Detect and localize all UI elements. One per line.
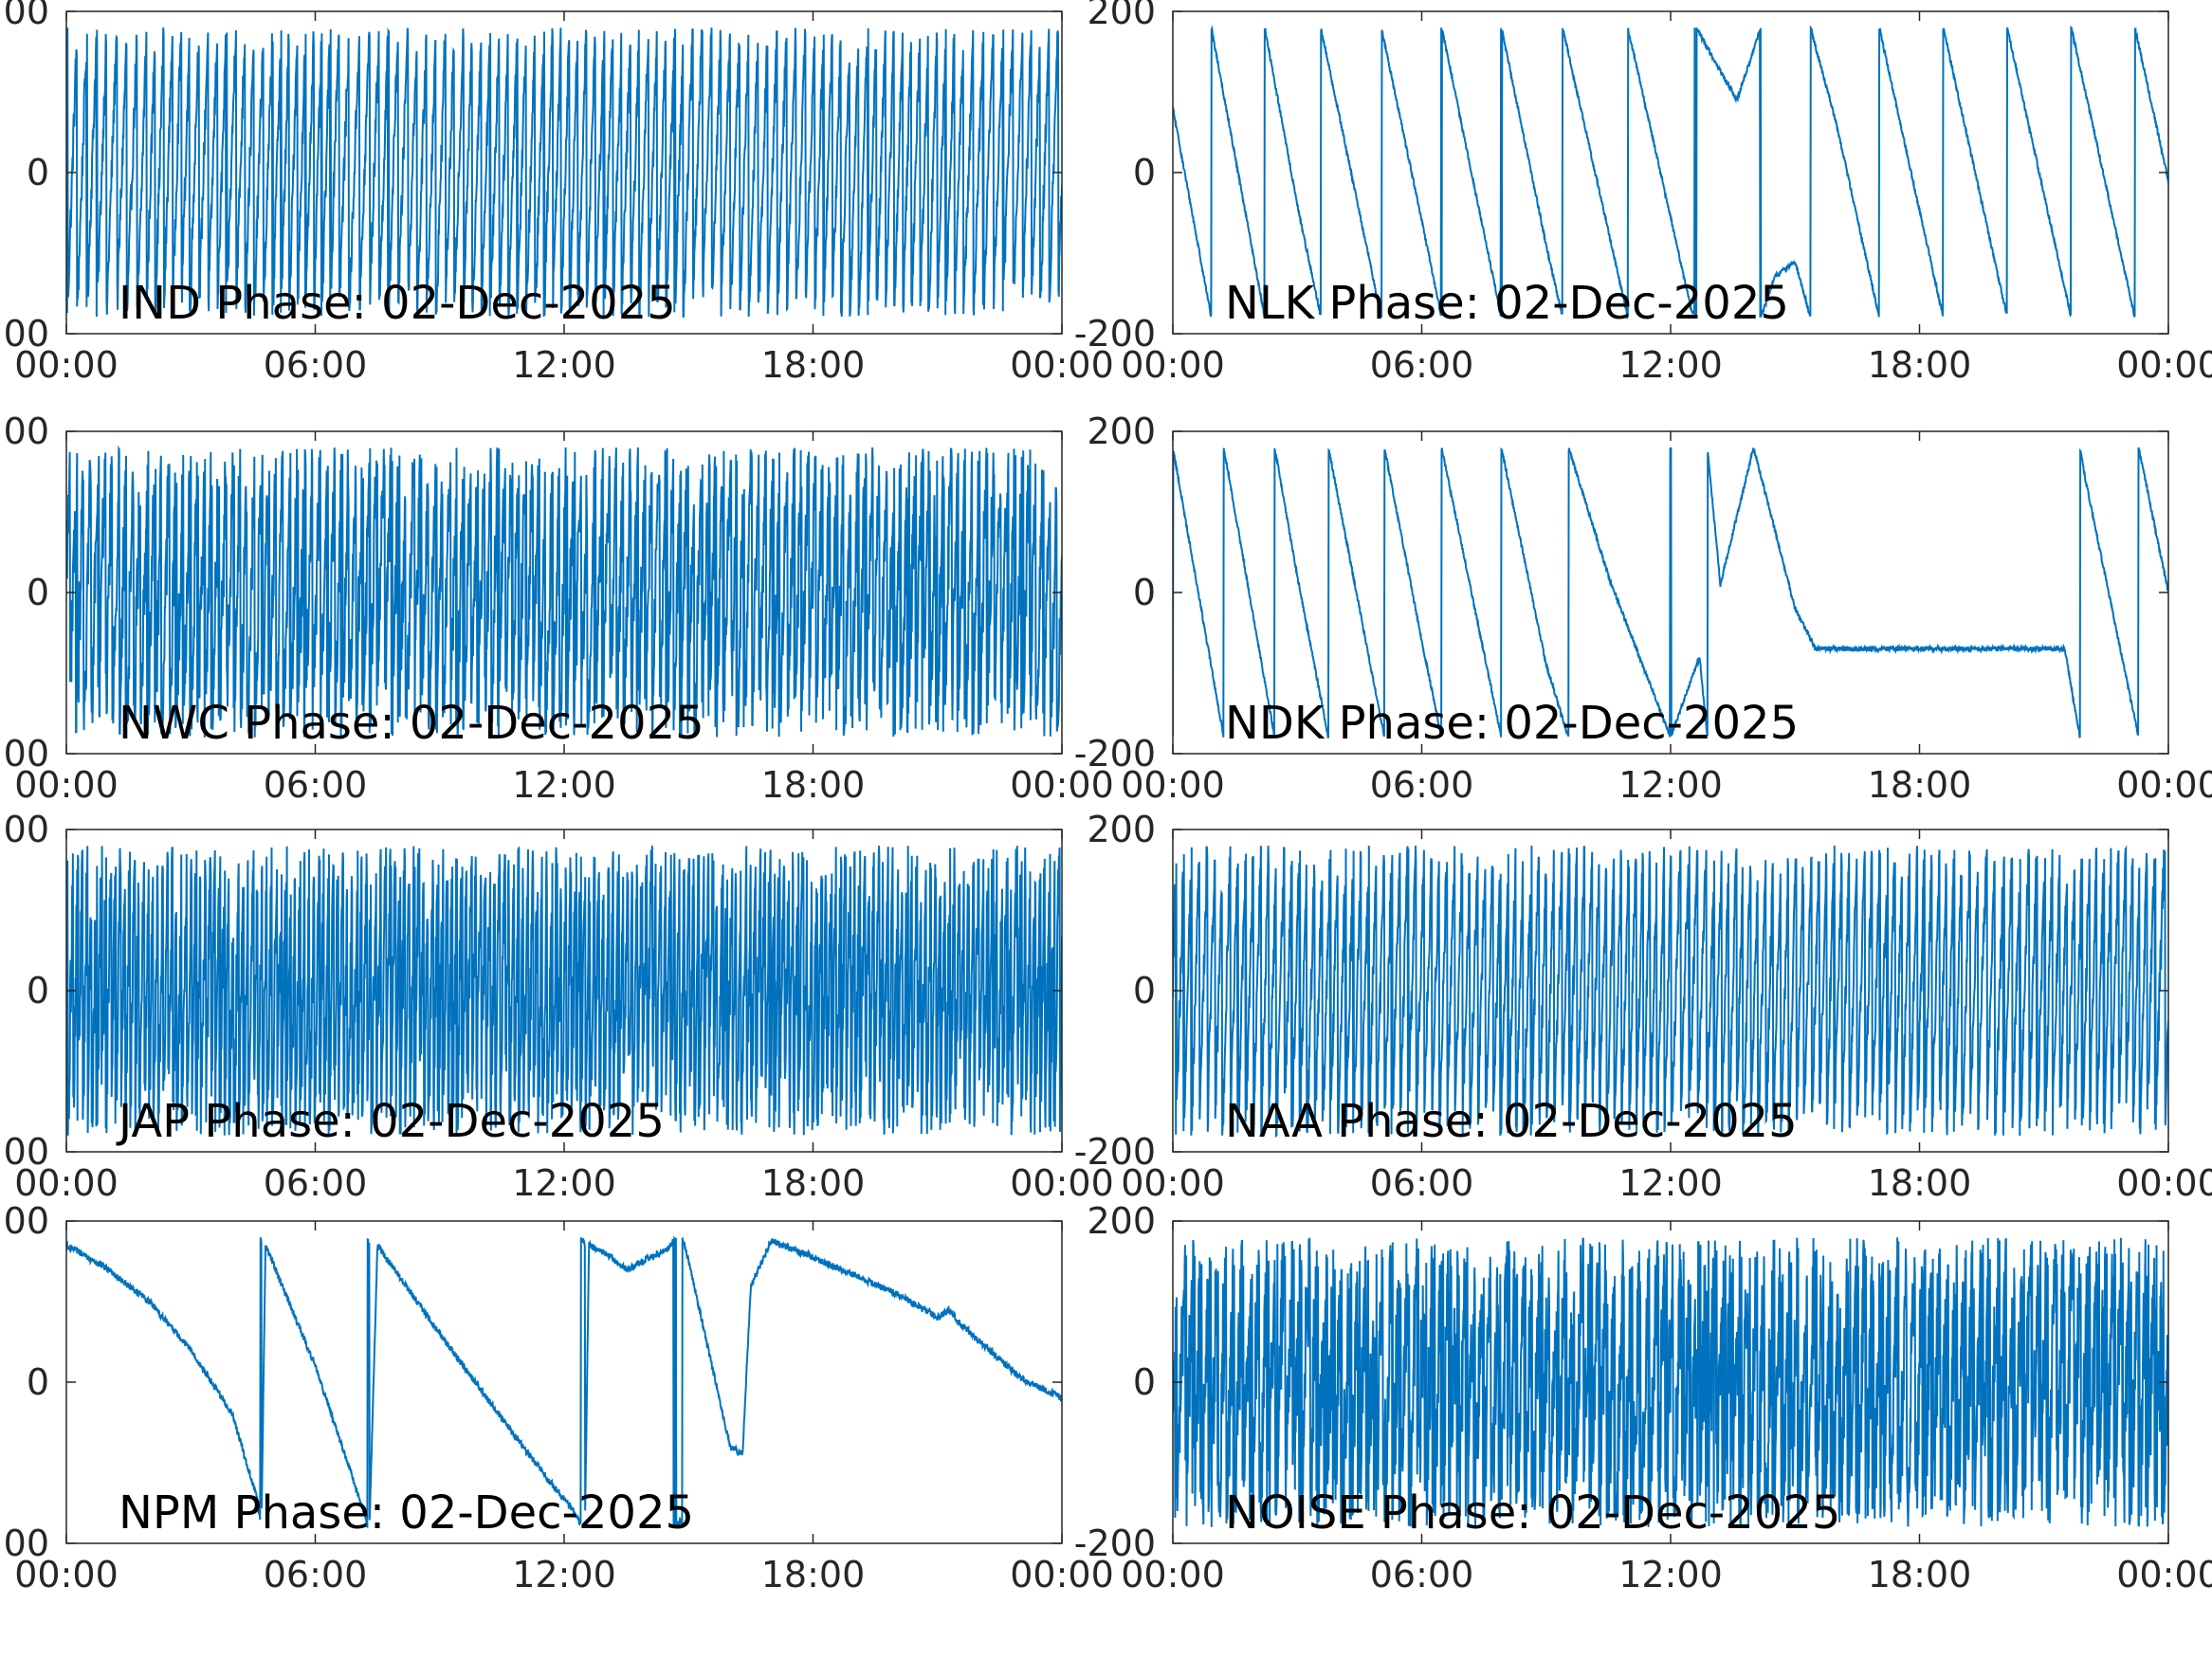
plot-area — [1173, 11, 2168, 334]
x-tick-label: 12:00 — [512, 1162, 616, 1204]
x-tick-label: 12:00 — [1618, 1554, 1723, 1595]
y-tick-label: 0 — [27, 1361, 49, 1403]
x-tick-label: 06:00 — [1370, 344, 1474, 386]
x-tick-label: 00:00 — [2116, 344, 2212, 386]
x-tick-label: 12:00 — [1618, 1162, 1723, 1204]
y-tick-label: 200 — [1087, 0, 1156, 32]
subplot-title: NPM Phase: 02-Dec-2025 — [119, 1486, 694, 1540]
x-tick-label: 12:00 — [512, 1554, 616, 1595]
series-line — [1173, 447, 2168, 738]
y-tick-label: -200 — [0, 1522, 49, 1564]
y-tick-label: -200 — [1074, 1522, 1156, 1564]
series-line — [1173, 25, 2168, 320]
x-tick-label: 00:00 — [2116, 764, 2212, 806]
x-tick-label: 00:00 — [14, 764, 119, 806]
y-tick-label: -200 — [0, 733, 49, 775]
x-tick-label: 00:00 — [14, 344, 119, 386]
x-tick-label: 06:00 — [1370, 1554, 1474, 1595]
x-tick-label: 00:00 — [1010, 344, 1114, 386]
x-tick-label: 18:00 — [761, 1554, 866, 1595]
x-tick-label: 06:00 — [264, 1554, 368, 1595]
x-tick-label: 12:00 — [512, 764, 616, 806]
x-tick-label: 12:00 — [512, 344, 616, 386]
y-tick-label: 0 — [27, 572, 49, 613]
x-tick-label: 06:00 — [264, 1162, 368, 1204]
y-tick-label: 0 — [1133, 152, 1156, 193]
y-tick-label: 200 — [0, 809, 49, 850]
x-tick-label: 00:00 — [14, 1554, 119, 1595]
x-tick-label: 18:00 — [1868, 344, 1972, 386]
y-tick-label: 200 — [1087, 809, 1156, 850]
series-line — [66, 445, 1062, 738]
plot-area — [66, 1221, 1062, 1543]
subplot-title: NWC Phase: 02-Dec-2025 — [119, 697, 704, 750]
x-tick-label: 18:00 — [1868, 764, 1972, 806]
y-tick-label: 200 — [0, 0, 49, 32]
x-tick-label: 00:00 — [1121, 764, 1225, 806]
y-tick-label: 0 — [1133, 1361, 1156, 1403]
x-tick-label: 00:00 — [2116, 1162, 2212, 1204]
subplot-title: IND Phase: 02-Dec-2025 — [119, 277, 676, 330]
y-tick-label: -200 — [1074, 733, 1156, 775]
x-tick-label: 18:00 — [1868, 1554, 1972, 1595]
x-tick-label: 06:00 — [264, 344, 368, 386]
y-tick-label: 0 — [27, 152, 49, 193]
x-tick-label: 00:00 — [1121, 344, 1225, 386]
y-tick-label: 200 — [1087, 1200, 1156, 1242]
y-tick-label: 200 — [1087, 410, 1156, 452]
x-tick-label: 00:00 — [1010, 764, 1114, 806]
x-tick-label: 18:00 — [1868, 1162, 1972, 1204]
x-tick-label: 18:00 — [761, 344, 866, 386]
subplot-title: NOISE Phase: 02-Dec-2025 — [1225, 1486, 1840, 1540]
x-tick-label: 06:00 — [1370, 1162, 1474, 1204]
subplot-title: JAP Phase: 02-Dec-2025 — [116, 1095, 665, 1148]
y-tick-label: -200 — [1074, 1131, 1156, 1173]
y-tick-label: -200 — [0, 313, 49, 355]
subplot-title: NDK Phase: 02-Dec-2025 — [1225, 697, 1799, 750]
series-line — [66, 846, 1062, 1136]
series-line — [66, 1235, 1062, 1529]
series-line — [66, 27, 1062, 319]
y-tick-label: 200 — [0, 410, 49, 452]
x-tick-label: 00:00 — [1010, 1162, 1114, 1204]
y-tick-label: -200 — [0, 1131, 49, 1173]
x-tick-label: 00:00 — [1121, 1554, 1225, 1595]
subplot-title: NAA Phase: 02-Dec-2025 — [1225, 1095, 1798, 1148]
x-tick-label: 00:00 — [14, 1162, 119, 1204]
y-tick-label: 0 — [27, 970, 49, 1012]
x-tick-label: 18:00 — [761, 1162, 866, 1204]
y-tick-label: 0 — [1133, 970, 1156, 1012]
x-tick-label: 12:00 — [1618, 764, 1723, 806]
subplot-title: NLK Phase: 02-Dec-2025 — [1225, 277, 1789, 330]
x-tick-label: 18:00 — [761, 764, 866, 806]
x-tick-label: 00:00 — [2116, 1554, 2212, 1595]
x-tick-label: 06:00 — [264, 764, 368, 806]
y-tick-label: 200 — [0, 1200, 49, 1242]
x-tick-label: 00:00 — [1121, 1162, 1225, 1204]
series-line — [1173, 1237, 2168, 1527]
x-tick-label: 12:00 — [1618, 344, 1723, 386]
y-tick-label: -200 — [1074, 313, 1156, 355]
x-tick-label: 00:00 — [1010, 1554, 1114, 1595]
x-tick-label: 06:00 — [1370, 764, 1474, 806]
y-tick-label: 0 — [1133, 572, 1156, 613]
series-line — [1173, 845, 2168, 1139]
